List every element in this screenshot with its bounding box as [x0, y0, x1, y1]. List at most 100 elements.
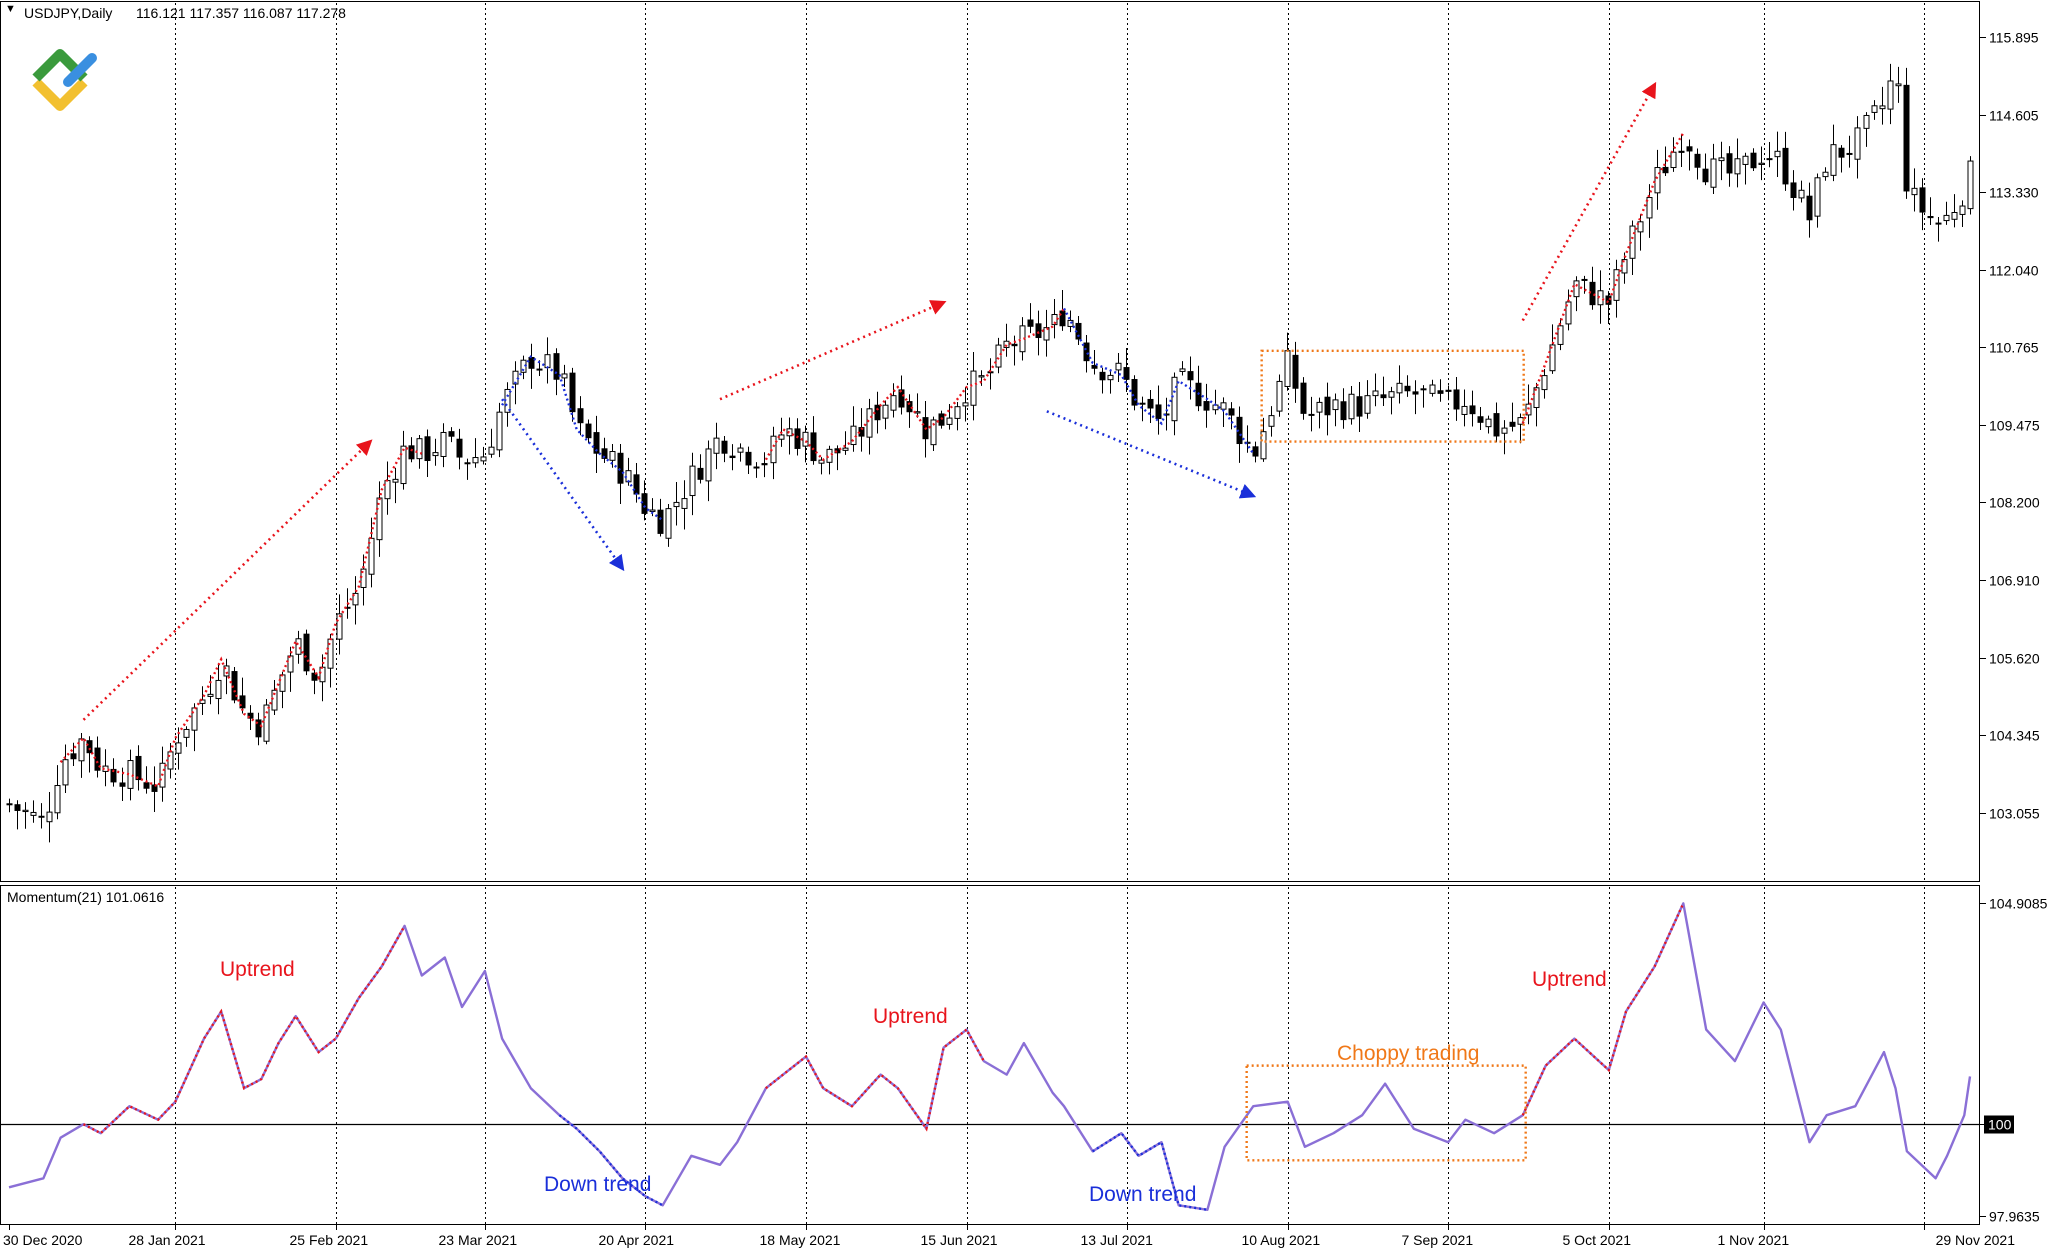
candle-body: [1203, 401, 1210, 411]
candle-body: [826, 448, 833, 463]
candle-body: [1051, 314, 1058, 326]
candle-body: [14, 804, 21, 811]
candle-body: [601, 448, 608, 459]
price-tick-label-7: 106.910: [1989, 573, 2040, 589]
candle-body: [1565, 301, 1572, 325]
menu-triangle-icon[interactable]: ▼: [5, 3, 16, 15]
candle-body: [239, 695, 246, 709]
uptrend-arrow-2: [719, 300, 947, 401]
candle-body: [1115, 362, 1122, 371]
candle-body: [456, 438, 463, 458]
price-tick-label-1: 114.605: [1989, 108, 2039, 124]
candle-body: [890, 395, 897, 411]
candle-body: [1838, 147, 1845, 158]
candle-body: [1742, 155, 1749, 165]
candle-body: [6, 803, 13, 806]
x-tick-label-5: 18 May 2021: [760, 1232, 841, 1248]
candle-body: [689, 465, 696, 497]
candle-body: [303, 633, 310, 672]
candle-body: [1396, 382, 1403, 394]
price-downtrend-trace-2: [1062, 307, 1255, 455]
candle-body: [1252, 446, 1259, 457]
candle-body: [536, 368, 543, 371]
candle-body: [794, 428, 801, 449]
momentum-tick-label-0: 104.9085: [1989, 896, 2048, 912]
candle-body: [368, 537, 375, 575]
candle-body: [1766, 158, 1773, 161]
price-tick-label-0: 115.895: [1989, 30, 2039, 46]
candle-body: [1187, 371, 1194, 381]
candle-body: [1220, 402, 1227, 410]
candle-body: [1429, 384, 1436, 394]
candle-body: [70, 753, 77, 760]
candle-body: [207, 693, 214, 697]
candle-body: [569, 372, 576, 413]
price-tick-label-6: 108.200: [1989, 495, 2040, 511]
candle-body: [1895, 83, 1902, 87]
candle-body: [78, 738, 85, 762]
candle-body: [697, 467, 704, 480]
candles-group: [6, 63, 1974, 843]
candle-body: [1083, 342, 1090, 362]
candle-body: [143, 782, 150, 789]
x-tick-label-1: 28 Jan 2021: [129, 1232, 206, 1248]
candle-body: [544, 354, 551, 369]
candle-body: [1485, 418, 1492, 428]
indicator-label: Momentum(21) 101.0616: [7, 889, 165, 905]
x-tick-label-3: 23 Mar 2021: [439, 1232, 518, 1248]
candle-body: [1372, 390, 1379, 397]
candle-body: [641, 493, 648, 514]
candle-body: [1806, 195, 1813, 221]
candle-body: [1662, 166, 1669, 174]
candle-body: [360, 568, 367, 588]
candle-body: [633, 474, 640, 495]
candle-body: [1919, 187, 1926, 213]
candle-body: [1027, 319, 1034, 327]
candle-body: [432, 452, 439, 457]
x-tick-label-6: 15 Jun 2021: [921, 1232, 998, 1248]
candle-body: [1099, 371, 1106, 381]
candle-body: [970, 370, 977, 406]
candle-body: [954, 406, 961, 419]
momentum-downtrend-trace-1: [558, 1114, 664, 1207]
annotation-uptrend-2: Uptrend: [873, 1005, 948, 1028]
candle-body: [279, 674, 286, 692]
x-tick-label-7: 13 Jul 2021: [1081, 1232, 1154, 1248]
candle-body: [930, 419, 937, 446]
candle-body: [1139, 402, 1146, 405]
candle-body: [319, 666, 326, 683]
candle-body: [1260, 431, 1267, 460]
candle-body: [1903, 84, 1910, 192]
momentum-uptrend-trace-1: [82, 925, 406, 1135]
candle-body: [424, 436, 431, 462]
candle-body: [609, 451, 616, 461]
candle-body: [287, 655, 294, 673]
candle-body: [866, 408, 873, 438]
candle-body: [1573, 280, 1580, 298]
candle-body: [528, 357, 535, 369]
downtrend-arrow-1: [501, 398, 625, 572]
momentum-current-badge: [1984, 1115, 2014, 1134]
price-tick-label-4: 110.765: [1989, 340, 2039, 356]
price-tick-label-9: 104.345: [1989, 728, 2040, 744]
x-tick-label-12: 29 Nov 2021: [1936, 1232, 2016, 1248]
candle-body: [1155, 404, 1162, 420]
candle-body: [1951, 212, 1958, 220]
candle-body: [585, 423, 592, 439]
candle-body: [151, 784, 158, 792]
candle-body: [1678, 150, 1685, 153]
candle-body: [448, 431, 455, 437]
candle-body: [62, 759, 69, 786]
x-tick-label-9: 7 Sep 2021: [1402, 1232, 1474, 1248]
x-tick-label-4: 20 Apr 2021: [599, 1232, 675, 1248]
candle-body: [1871, 105, 1878, 113]
candle-body: [1549, 344, 1556, 372]
candle-body: [842, 447, 849, 451]
candle-body: [255, 719, 262, 738]
candle-body: [1171, 376, 1178, 422]
candle-body: [553, 353, 560, 380]
candle-body: [1750, 152, 1757, 169]
candle-body: [1943, 214, 1950, 222]
x-tick-label-10: 5 Oct 2021: [1563, 1232, 1632, 1248]
